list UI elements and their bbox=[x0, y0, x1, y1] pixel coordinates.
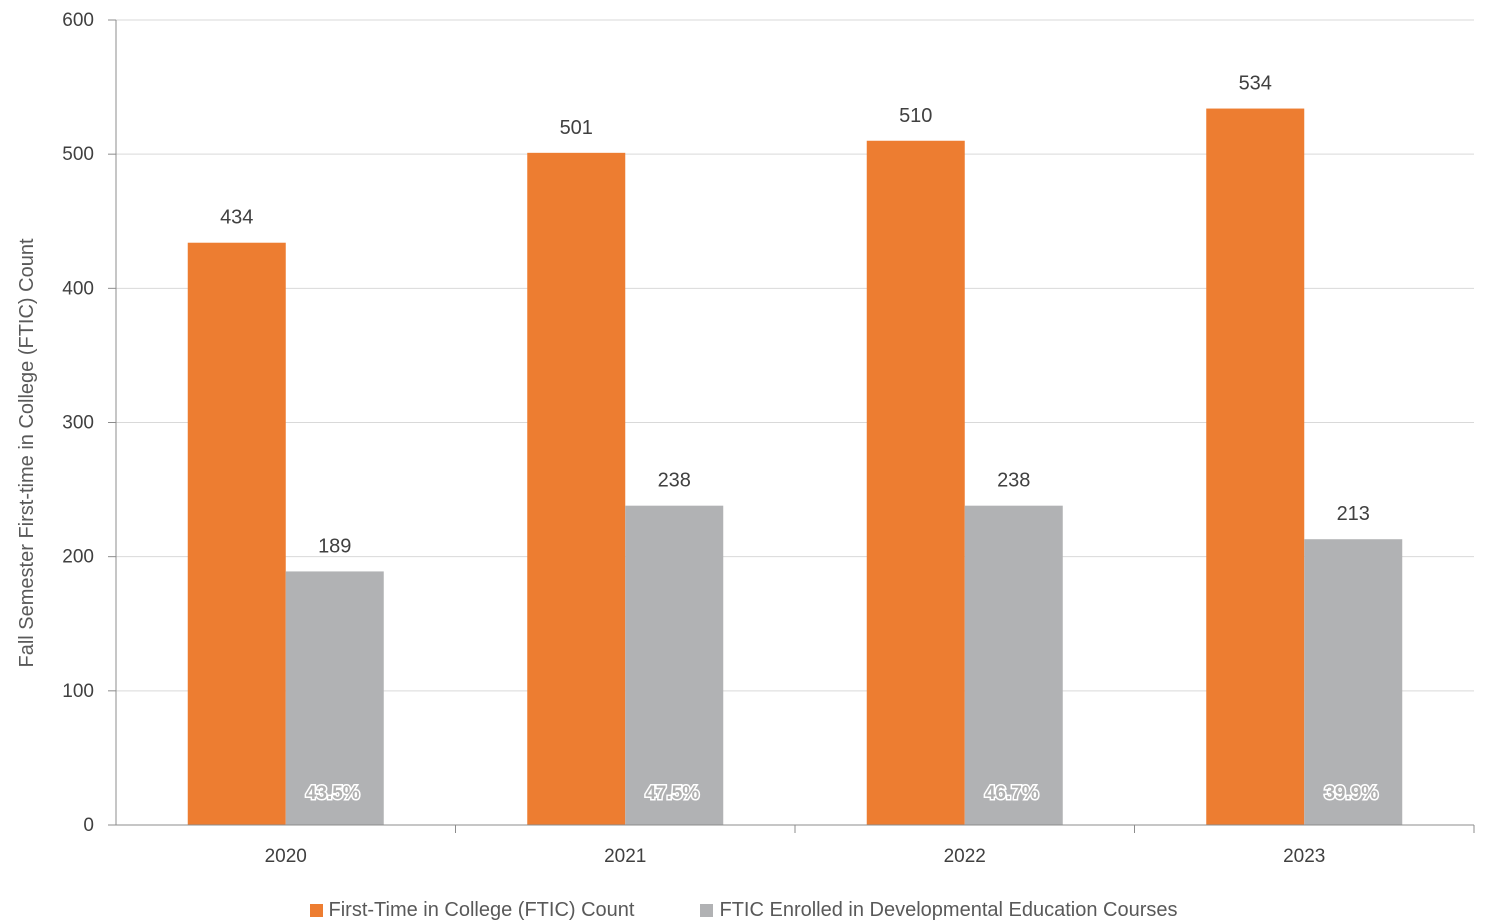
legend-item-ftic-count: First-Time in College (FTIC) Count bbox=[309, 898, 635, 922]
bar-ftic-count bbox=[1206, 108, 1305, 826]
bars bbox=[187, 108, 1403, 826]
data-label-ftic-count: 501 bbox=[560, 117, 593, 139]
legend-swatch-ftic-count bbox=[309, 903, 323, 917]
y-tick-label: 200 bbox=[62, 547, 94, 568]
bar-ftic-dev-ed bbox=[625, 505, 724, 825]
legend-swatch-ftic-dev-ed bbox=[700, 903, 714, 917]
bar-ftic-dev-ed bbox=[964, 505, 1063, 825]
x-tick-label: 2021 bbox=[604, 846, 646, 867]
percent-annotation: 39.9% bbox=[1324, 783, 1378, 804]
data-label-ftic-count: 434 bbox=[220, 207, 253, 229]
data-label-ftic-dev-ed: 238 bbox=[997, 470, 1030, 492]
y-tick-label: 0 bbox=[83, 815, 94, 836]
bar-ftic-count bbox=[187, 242, 286, 825]
data-label-ftic-dev-ed: 238 bbox=[658, 470, 691, 492]
bar-ftic-count bbox=[527, 152, 626, 825]
data-label-ftic-dev-ed: 189 bbox=[318, 535, 351, 557]
percent-annotation: 43.5% bbox=[306, 783, 360, 804]
axes bbox=[108, 19, 1475, 833]
bar-ftic-count bbox=[866, 140, 965, 825]
bar-ftic-dev-ed bbox=[285, 571, 384, 825]
percent-annotation: 47.5% bbox=[645, 783, 699, 804]
y-tick-label: 600 bbox=[62, 10, 94, 31]
legend-item-ftic-dev-ed: FTIC Enrolled in Developmental Education… bbox=[700, 899, 1177, 922]
data-label-ftic-count: 510 bbox=[899, 105, 932, 127]
y-axis-label: Fall Semester First-time in College (FTI… bbox=[16, 238, 38, 667]
labels: 0 100 200 300 400 500 600 2020 434 189 43.5% 2021 50… bbox=[62, 10, 1379, 867]
x-tick-label: 2023 bbox=[1283, 846, 1325, 867]
legend-label-ftic-dev-ed: FTIC Enrolled in Developmental Education… bbox=[719, 898, 1178, 921]
y-tick-label: 400 bbox=[62, 278, 94, 299]
x-tick-label: 2020 bbox=[265, 846, 307, 867]
data-label-ftic-dev-ed: 213 bbox=[1337, 503, 1370, 525]
y-tick-label: 300 bbox=[62, 413, 94, 434]
legend-label-ftic-count: First-Time in College (FTIC) Count bbox=[328, 898, 635, 921]
x-tick-label: 2022 bbox=[944, 846, 986, 867]
y-tick-label: 100 bbox=[62, 681, 94, 702]
data-label-ftic-count: 534 bbox=[1239, 73, 1272, 95]
percent-annotation: 46.7% bbox=[985, 783, 1039, 804]
y-tick-label: 500 bbox=[62, 144, 94, 165]
bar-ftic-dev-ed bbox=[1304, 539, 1403, 825]
legend: First-Time in College (FTIC) Count FTIC … bbox=[0, 897, 1487, 923]
